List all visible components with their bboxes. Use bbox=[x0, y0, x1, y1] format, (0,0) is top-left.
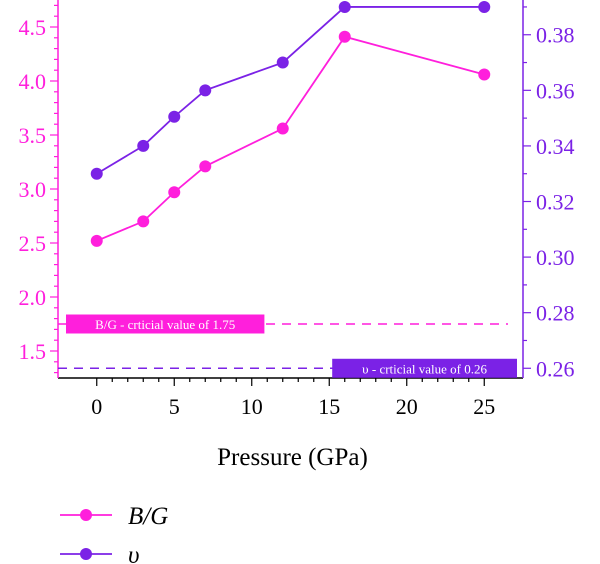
reference-lines: B/G - crticial value of 1.75 υ - crticial… bbox=[58, 314, 517, 378]
reference-line-label: B/G - crticial value of 1.75 bbox=[95, 317, 235, 332]
x-axis-title: Pressure (GPa) bbox=[217, 444, 368, 471]
data-point bbox=[137, 139, 150, 152]
x-tick-label: 5 bbox=[169, 394, 180, 419]
y-right-tick-label: 0.26 bbox=[536, 356, 575, 381]
axes: 0 5 10 15 20 25 1.5 2.0 2.5 3.0 3.5 4.0 4.5 0.26 0.28 0… bbox=[19, 0, 575, 471]
legend-label: υ bbox=[128, 542, 139, 564]
data-point bbox=[137, 215, 150, 228]
y-right-tick-label: 0.30 bbox=[536, 245, 575, 270]
legend: B/G υ bbox=[60, 503, 168, 564]
series-line bbox=[96, 35, 485, 242]
y-right-tick-label: 0.32 bbox=[536, 190, 575, 215]
x-tick-label: 20 bbox=[396, 394, 418, 419]
data-point bbox=[90, 167, 103, 180]
reference-line-label: υ - crticial value of 0.26 bbox=[362, 361, 487, 376]
legend-marker bbox=[80, 509, 92, 521]
data-point bbox=[168, 110, 181, 123]
y-left-tick-label: 2.5 bbox=[19, 231, 47, 256]
data-point bbox=[338, 30, 351, 43]
data-point bbox=[478, 0, 491, 13]
data-point bbox=[478, 68, 491, 81]
x-tick-label: 15 bbox=[318, 394, 340, 419]
y-right-tick-label: 0.36 bbox=[536, 78, 575, 103]
y-left-tick-label: 4.5 bbox=[19, 15, 47, 40]
y-right-tick-label: 0.34 bbox=[536, 134, 575, 159]
x-tick-label: 10 bbox=[241, 394, 263, 419]
x-tick-label: 25 bbox=[473, 394, 495, 419]
y-left-tick-label: 3.0 bbox=[19, 177, 47, 202]
y-right-tick-label: 0.38 bbox=[536, 23, 575, 48]
reference-line-label-box bbox=[66, 314, 265, 334]
y-right-tick-label: 0.28 bbox=[536, 301, 575, 326]
y-left-tick-label: 1.5 bbox=[19, 339, 47, 364]
y-left-tick-label: 4.0 bbox=[19, 69, 47, 94]
x-tick-label: 0 bbox=[91, 394, 102, 419]
data-point bbox=[276, 122, 289, 135]
data-point bbox=[276, 56, 289, 69]
data-point bbox=[168, 186, 181, 199]
series-layer bbox=[90, 0, 491, 247]
y-left-tick-label: 2.0 bbox=[19, 285, 47, 310]
data-point bbox=[199, 160, 212, 173]
data-point bbox=[338, 0, 351, 13]
data-point bbox=[199, 84, 212, 97]
reference-line-label-box bbox=[332, 358, 517, 378]
legend-label: B/G bbox=[128, 503, 168, 530]
y-left-tick-label: 3.5 bbox=[19, 123, 47, 148]
legend-marker bbox=[80, 548, 92, 560]
series-line bbox=[96, 6, 485, 175]
data-point bbox=[90, 234, 103, 247]
